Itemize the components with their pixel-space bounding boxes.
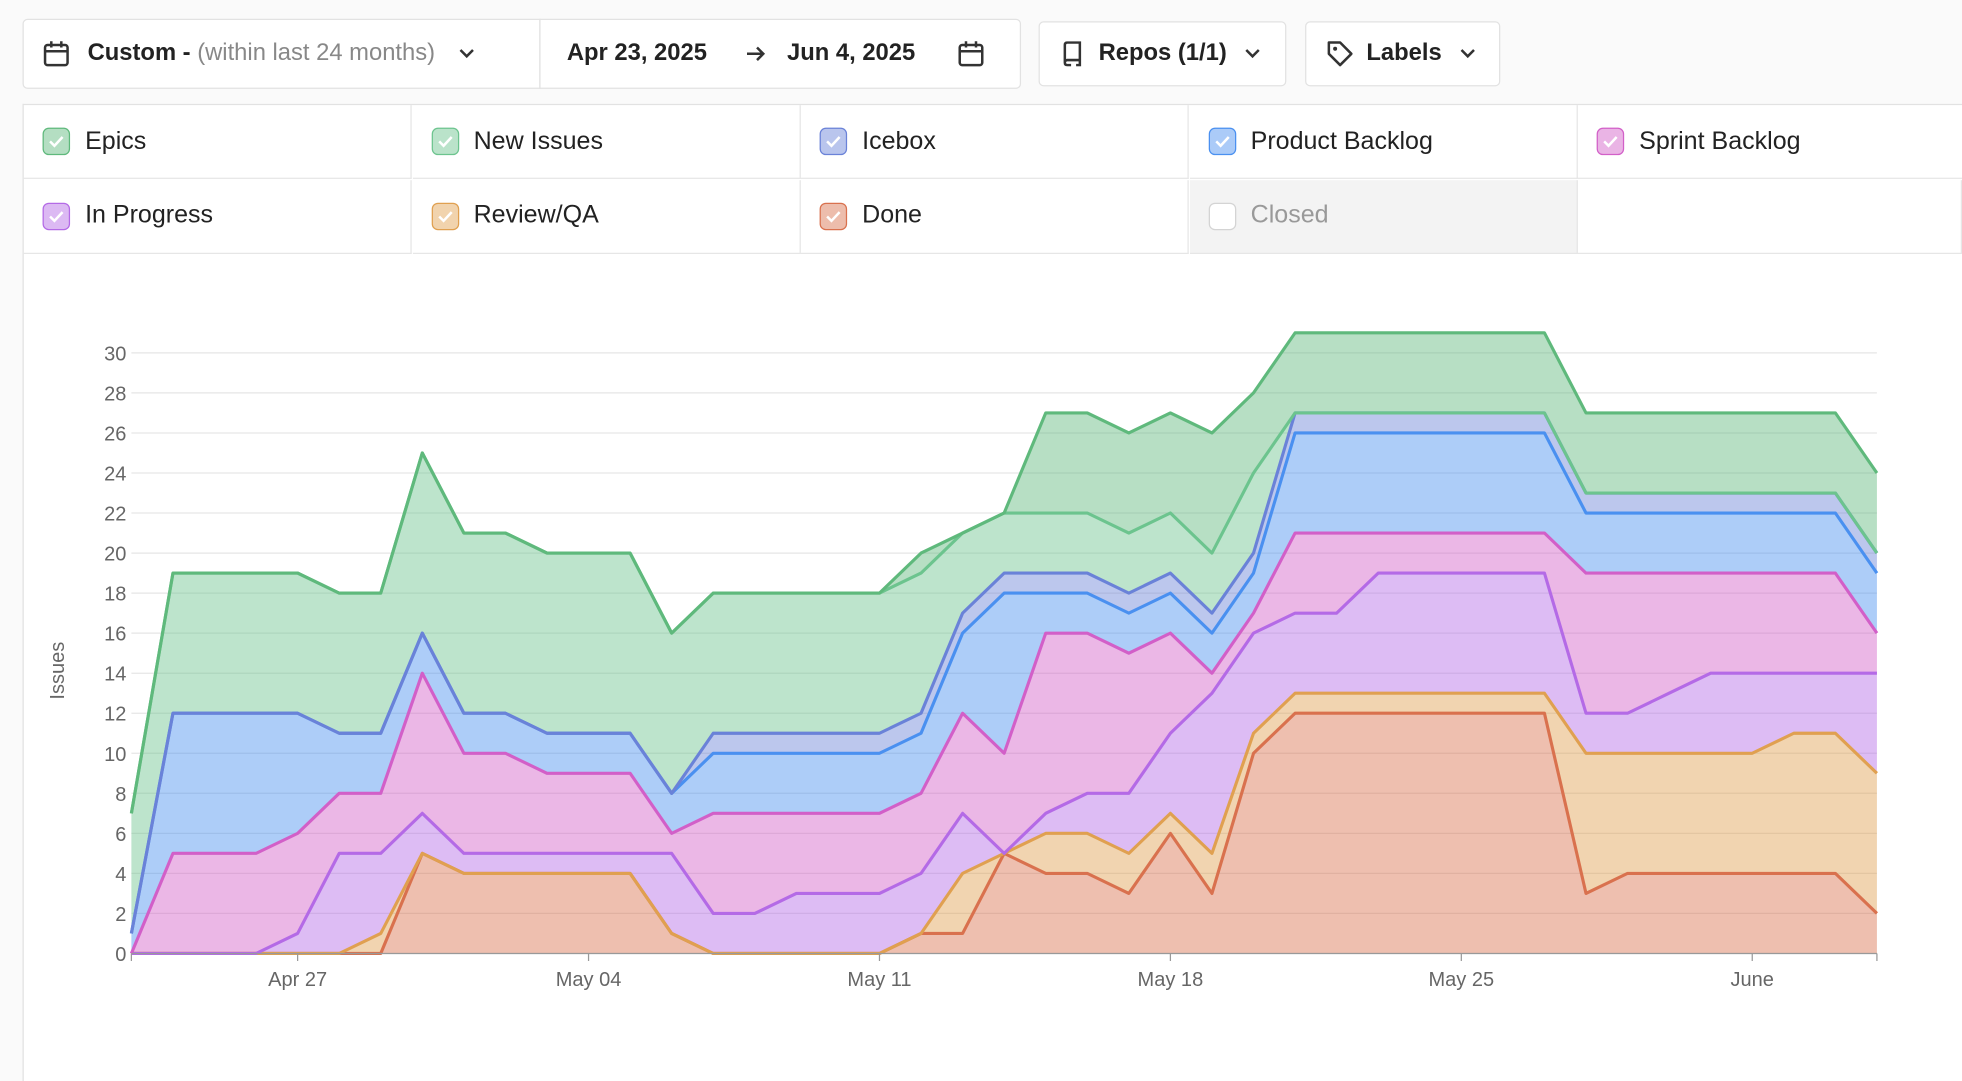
legend-item[interactable]: New Issues	[412, 105, 801, 179]
check-mark	[826, 210, 841, 223]
calendar-icon	[959, 41, 985, 67]
range-hint: (within last 24 months)	[197, 40, 436, 67]
check-mark	[1603, 136, 1618, 148]
check-mark	[437, 210, 453, 223]
x-tick-label: May 11	[847, 969, 911, 991]
legend-checkbox[interactable]	[1208, 202, 1236, 230]
area	[131, 713, 1877, 954]
legend-label: Sprint Backlog	[1639, 127, 1801, 155]
area	[131, 412, 1877, 934]
calendar-icon	[43, 41, 69, 67]
repos-button[interactable]: Repos (1/1)	[1038, 21, 1287, 87]
y-tick-label: 18	[104, 584, 126, 606]
y-tick-label: 14	[104, 664, 126, 686]
tag-icon	[1327, 41, 1353, 67]
y-tick-label: 20	[104, 544, 126, 566]
legend-empty-cell	[1577, 179, 1962, 254]
legend-checkbox[interactable]	[819, 127, 848, 156]
repo-icon	[1063, 41, 1082, 67]
legend-label: Closed	[1250, 201, 1329, 229]
legend-checkbox[interactable]	[431, 202, 459, 230]
y-tick-label: 30	[104, 343, 126, 365]
legend-checkbox[interactable]	[42, 202, 71, 230]
range-select[interactable]: Custom - (within last 24 months)	[22, 18, 541, 89]
y-axis-label: Issues	[47, 642, 69, 700]
x-tick-label: Apr 27	[268, 969, 327, 991]
legend-item[interactable]: Closed	[1189, 179, 1578, 254]
area	[131, 573, 1877, 954]
y-tick-label: 2	[115, 904, 126, 926]
check-mark	[49, 210, 64, 223]
chevron	[1245, 49, 1261, 59]
legend-item[interactable]: Product Backlog	[1189, 105, 1578, 179]
chevron	[459, 49, 474, 59]
start-date: Apr 23, 2025	[566, 40, 707, 67]
check-mark	[1214, 136, 1230, 148]
y-tick-label: 0	[115, 944, 126, 966]
area	[131, 432, 1877, 954]
range-label: Custom -	[87, 40, 191, 67]
legend-item[interactable]: Done	[800, 179, 1189, 254]
x-tick-label: May 25	[1428, 969, 1494, 991]
y-tick-label: 12	[104, 704, 126, 726]
chevron	[1460, 49, 1476, 59]
y-tick-label: 26	[104, 423, 126, 445]
area-line	[131, 571, 1877, 956]
repos-label: Repos (1/1)	[1098, 40, 1227, 67]
y-tick-label: 4	[115, 864, 126, 886]
y-tick-label: 16	[104, 624, 126, 646]
legend-label: Epics	[85, 127, 147, 155]
x-tick-label: May 18	[1138, 969, 1204, 991]
x-tick-label: June	[1731, 969, 1774, 991]
legend-label: Product Backlog	[1250, 127, 1433, 155]
legend-label: Icebox	[862, 127, 936, 155]
labels-button[interactable]: Labels	[1305, 21, 1501, 87]
y-tick-label: 22	[104, 504, 126, 526]
legend-checkbox[interactable]	[1208, 127, 1236, 156]
y-tick-label: 8	[115, 784, 126, 806]
area-line	[129, 331, 1879, 814]
legend-item[interactable]: In Progress	[23, 179, 412, 254]
legend-checkbox[interactable]	[431, 127, 459, 156]
date-range[interactable]: Apr 23, 2025 Jun 4, 2025	[539, 18, 1022, 89]
y-tick-label: 10	[104, 744, 126, 766]
x-tick-label: May 04	[556, 969, 622, 991]
y-tick-label: 28	[104, 383, 126, 405]
legend-item[interactable]: Review/QA	[412, 179, 801, 254]
area-line	[129, 531, 1879, 955]
legend-item[interactable]: Sprint Backlog	[1577, 105, 1962, 179]
legend-label: Done	[862, 201, 922, 229]
check-mark	[826, 136, 841, 148]
y-tick-label: 24	[104, 463, 126, 485]
labels-label: Labels	[1366, 40, 1442, 67]
legend-label: Review/QA	[473, 201, 599, 229]
legend-checkbox[interactable]	[42, 127, 71, 156]
y-tick-label: 6	[115, 824, 126, 846]
legend-label: In Progress	[85, 201, 214, 229]
area	[131, 533, 1877, 954]
check-mark	[49, 136, 64, 148]
legend-checkbox[interactable]	[1596, 127, 1625, 156]
end-date: Jun 4, 2025	[787, 40, 916, 67]
legend-checkbox[interactable]	[819, 202, 848, 230]
legend-item[interactable]: Icebox	[800, 105, 1189, 179]
check-mark	[437, 136, 453, 148]
legend-label: New Issues	[473, 127, 603, 155]
legend-item[interactable]: Epics	[23, 105, 412, 179]
arrow-icon	[746, 46, 766, 61]
